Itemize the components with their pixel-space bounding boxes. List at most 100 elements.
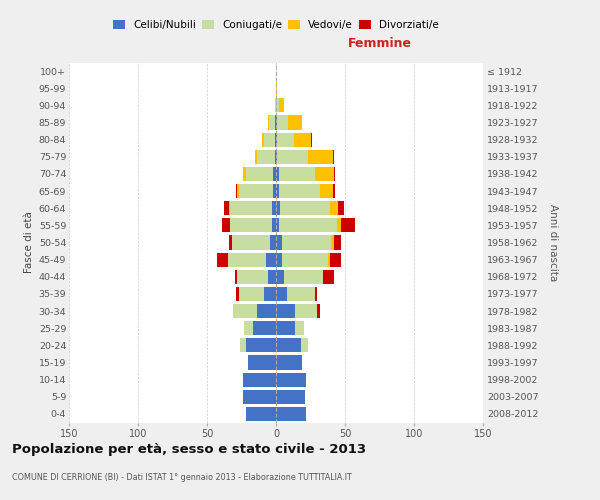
Bar xyxy=(262,132,263,146)
Bar xyxy=(317,304,320,318)
Bar xyxy=(276,287,287,301)
Bar xyxy=(276,321,295,335)
Bar xyxy=(277,132,294,146)
Bar xyxy=(240,338,245,352)
Bar xyxy=(233,304,257,318)
Bar xyxy=(276,390,305,404)
Bar xyxy=(268,116,269,130)
Bar xyxy=(301,338,308,352)
Bar xyxy=(245,167,273,181)
Bar xyxy=(272,201,276,215)
Bar xyxy=(224,201,229,215)
Bar xyxy=(275,150,276,164)
Bar xyxy=(230,218,272,232)
Bar xyxy=(341,218,355,232)
Bar xyxy=(276,132,277,146)
Bar xyxy=(229,201,230,215)
Bar xyxy=(273,184,276,198)
Bar xyxy=(263,287,276,301)
Bar xyxy=(275,132,276,146)
Bar xyxy=(256,150,257,164)
Bar xyxy=(269,116,275,130)
Bar xyxy=(279,184,320,198)
Bar xyxy=(229,236,232,250)
Text: COMUNE DI CERRIONE (BI) - Dati ISTAT 1° gennaio 2013 - Elaborazione TUTTITALIA.I: COMUNE DI CERRIONE (BI) - Dati ISTAT 1° … xyxy=(12,472,352,482)
Bar xyxy=(337,218,341,232)
Bar xyxy=(281,236,331,250)
Bar xyxy=(276,116,277,130)
Bar xyxy=(230,201,272,215)
Bar xyxy=(235,270,238,284)
Bar xyxy=(314,287,317,301)
Bar xyxy=(332,184,335,198)
Bar xyxy=(244,321,253,335)
Bar xyxy=(245,338,276,352)
Bar xyxy=(239,287,263,301)
Bar xyxy=(243,167,245,181)
Bar xyxy=(232,236,271,250)
Bar xyxy=(275,116,276,130)
Bar xyxy=(277,116,289,130)
Bar xyxy=(295,304,317,318)
Bar xyxy=(279,98,284,112)
Bar xyxy=(277,150,308,164)
Bar xyxy=(266,252,276,266)
Bar xyxy=(276,236,281,250)
Bar xyxy=(236,184,238,198)
Bar xyxy=(239,184,273,198)
Bar xyxy=(276,98,279,112)
Bar xyxy=(276,218,279,232)
Bar xyxy=(276,338,301,352)
Text: Femmine: Femmine xyxy=(347,37,412,50)
Bar xyxy=(271,236,276,250)
Bar xyxy=(276,81,277,95)
Bar xyxy=(330,252,341,266)
Bar xyxy=(328,252,330,266)
Bar xyxy=(276,184,279,198)
Bar xyxy=(320,184,332,198)
Bar xyxy=(276,252,281,266)
Bar xyxy=(243,390,276,404)
Bar xyxy=(323,270,334,284)
Bar xyxy=(238,270,268,284)
Bar xyxy=(217,252,228,266)
Bar xyxy=(338,201,344,215)
Bar xyxy=(222,218,230,232)
Bar xyxy=(276,201,280,215)
Bar xyxy=(268,270,276,284)
Bar xyxy=(308,150,332,164)
Bar xyxy=(236,287,239,301)
Bar xyxy=(284,270,323,284)
Bar xyxy=(334,167,335,181)
Bar xyxy=(330,201,338,215)
Bar xyxy=(273,167,276,181)
Bar xyxy=(279,167,314,181)
Bar xyxy=(279,218,337,232)
Bar xyxy=(243,372,276,386)
Bar xyxy=(276,407,307,421)
Bar xyxy=(276,372,307,386)
Bar xyxy=(228,252,266,266)
Bar xyxy=(289,116,302,130)
Bar xyxy=(276,167,279,181)
Bar xyxy=(263,132,275,146)
Y-axis label: Anni di nascita: Anni di nascita xyxy=(548,204,559,281)
Bar xyxy=(334,236,341,250)
Bar xyxy=(257,304,276,318)
Bar xyxy=(276,304,295,318)
Bar xyxy=(275,98,276,112)
Y-axis label: Fasce di età: Fasce di età xyxy=(25,212,34,274)
Bar xyxy=(276,356,302,370)
Bar xyxy=(280,201,330,215)
Bar xyxy=(245,407,276,421)
Bar xyxy=(276,150,277,164)
Text: Popolazione per età, sesso e stato civile - 2013: Popolazione per età, sesso e stato civil… xyxy=(12,442,366,456)
Bar xyxy=(314,167,334,181)
Bar xyxy=(295,321,304,335)
Bar xyxy=(281,252,328,266)
Bar xyxy=(257,150,275,164)
Bar xyxy=(272,218,276,232)
Bar xyxy=(248,356,276,370)
Legend: Celibi/Nubili, Coniugati/e, Vedovi/e, Divorziati/e: Celibi/Nubili, Coniugati/e, Vedovi/e, Di… xyxy=(111,18,441,32)
Bar xyxy=(311,132,312,146)
